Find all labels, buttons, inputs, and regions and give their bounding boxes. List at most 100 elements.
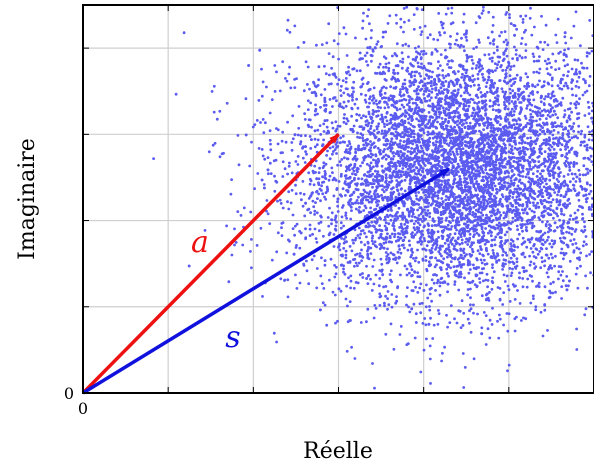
scatter-point — [528, 263, 532, 267]
scatter-point — [428, 292, 432, 296]
scatter-point — [418, 114, 421, 117]
scatter-point — [582, 157, 586, 160]
scatter-point — [398, 248, 401, 251]
scatter-point — [307, 118, 311, 121]
scatter-point — [294, 246, 298, 249]
scatter-point — [569, 161, 573, 165]
scatter-point — [561, 132, 565, 135]
scatter-point — [543, 285, 547, 289]
scatter-point — [353, 164, 357, 167]
scatter-point — [554, 59, 558, 63]
scatter-point — [383, 125, 386, 128]
scatter-point — [256, 172, 260, 175]
scatter-point — [569, 36, 573, 40]
scatter-point — [342, 267, 345, 271]
scatter-point — [438, 293, 442, 297]
scatter-point — [536, 252, 540, 256]
scatter-point — [417, 45, 420, 48]
scatter-point — [347, 65, 350, 69]
scatter-point — [460, 241, 464, 245]
scatter-point — [476, 72, 480, 76]
scatter-point — [250, 238, 253, 241]
scatter-point — [439, 92, 442, 95]
scatter-point — [306, 65, 310, 69]
scatter-point — [425, 244, 429, 248]
scatter-point — [329, 257, 333, 261]
scatter-point — [516, 245, 520, 249]
scatter-point — [376, 125, 380, 128]
scatter-point — [349, 286, 352, 290]
scatter-point — [384, 157, 388, 161]
scatter-point — [230, 253, 234, 257]
scatter-point — [323, 263, 327, 267]
scatter-point — [497, 202, 501, 206]
scatter-point — [469, 287, 472, 291]
scatter-point — [415, 96, 419, 99]
scatter-point — [535, 285, 538, 288]
scatter-point — [508, 143, 512, 147]
scatter-point — [584, 235, 588, 238]
scatter-point — [485, 240, 489, 244]
scatter-point — [509, 176, 513, 180]
scatter-point — [581, 217, 585, 220]
scatter-point — [513, 317, 517, 321]
scatter-point — [524, 146, 528, 150]
scatter-point — [336, 200, 339, 204]
scatter-point — [423, 77, 427, 81]
scatter-point — [312, 183, 316, 187]
scatter-point — [499, 225, 502, 228]
scatter-point — [314, 103, 317, 107]
scatter-point — [483, 53, 487, 57]
scatter-point — [415, 50, 418, 54]
scatter-point — [462, 78, 466, 82]
scatter-point — [549, 264, 552, 267]
scatter-point — [511, 118, 515, 122]
scatter-point — [438, 252, 442, 256]
scatter-point — [428, 211, 432, 215]
scatter-point — [551, 113, 555, 117]
scatter-point — [588, 169, 592, 173]
scatter-point — [586, 172, 590, 175]
scatter-point — [560, 137, 564, 140]
scatter-point — [437, 216, 440, 220]
scatter-point — [440, 183, 443, 187]
scatter-point — [339, 289, 343, 293]
scatter-point — [343, 113, 346, 116]
scatter-point — [590, 250, 593, 254]
scatter-point — [353, 357, 357, 360]
scatter-point — [444, 48, 447, 52]
scatter-point — [244, 97, 248, 101]
scatter-point — [362, 156, 365, 160]
scatter-point — [377, 137, 381, 141]
scatter-point — [431, 103, 435, 107]
scatter-point — [584, 274, 587, 278]
scatter-point — [325, 154, 328, 157]
scatter-point — [458, 113, 462, 117]
scatter-point — [380, 97, 384, 100]
scatter-point — [391, 54, 394, 58]
scatter-point — [394, 152, 398, 156]
scatter-point — [411, 101, 415, 105]
scatter-point — [371, 112, 375, 116]
scatter-point — [423, 205, 427, 209]
scatter-point — [291, 227, 295, 231]
scatter-point — [412, 80, 416, 84]
scatter-point — [532, 244, 535, 248]
scatter-point — [344, 80, 348, 84]
scatter-point — [328, 157, 332, 161]
scatter-point — [484, 113, 487, 117]
scatter-point — [407, 55, 410, 59]
scatter-point — [532, 210, 536, 214]
scatter-point — [445, 267, 449, 271]
scatter-point — [492, 251, 495, 255]
scatter-point — [456, 123, 459, 127]
scatter-point — [559, 265, 563, 269]
scatter-point — [536, 178, 540, 182]
scatter-point — [392, 105, 396, 108]
scatter-point — [360, 177, 364, 181]
scatter-point — [548, 223, 551, 227]
scatter-point — [436, 67, 440, 70]
scatter-point — [491, 266, 494, 269]
scatter-point — [435, 117, 438, 120]
scatter-point — [379, 106, 382, 110]
